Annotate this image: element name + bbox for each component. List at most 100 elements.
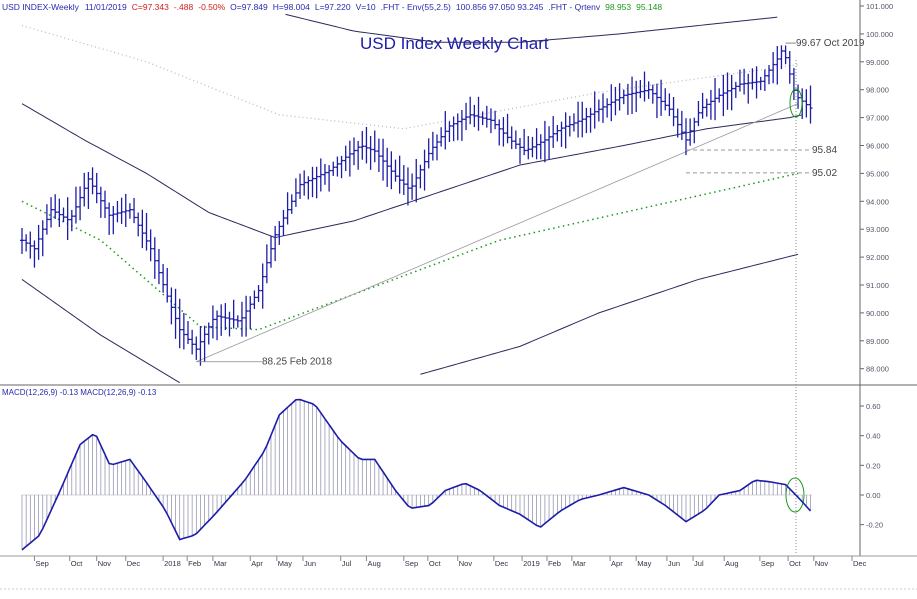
price-bar (551, 116, 556, 148)
price-bar (762, 69, 767, 91)
price-bar (69, 209, 74, 232)
price-bar (625, 83, 630, 115)
price-bar (136, 212, 141, 237)
price-bar (742, 68, 747, 95)
price-bar (596, 99, 601, 122)
price-bar (206, 322, 211, 345)
price-bar (32, 240, 37, 268)
price-bar (659, 79, 664, 116)
x-tick-label: Dec (495, 559, 509, 568)
x-tick-label: Nov (459, 559, 473, 568)
price-bar (613, 86, 618, 116)
y-tick-label: 94.000 (866, 197, 889, 206)
price-bar (605, 98, 610, 118)
price-bar (244, 295, 249, 337)
y-tick-label: 89.000 (866, 337, 889, 346)
price-bar (356, 140, 361, 170)
price-bar (410, 173, 415, 200)
price-bar (675, 108, 680, 138)
price-bar (787, 51, 792, 84)
macd-y-tick-label: 0.60 (866, 402, 881, 411)
price-bar (588, 107, 593, 133)
price-bar (538, 134, 543, 160)
price-bar (634, 80, 639, 113)
price-bar (65, 197, 70, 241)
price-bar (721, 74, 726, 117)
x-tick-label: 2018 (164, 559, 181, 568)
x-tick-label: May (278, 559, 292, 568)
x-tick-label: Aug (725, 559, 738, 568)
y-tick-label: 96.000 (866, 142, 889, 151)
x-tick-label: May (637, 559, 651, 568)
price-bar (654, 83, 659, 119)
price-bar (115, 200, 120, 223)
price-bar (754, 66, 759, 99)
price-bar (94, 172, 99, 204)
price-bar (306, 176, 311, 200)
price-bar (269, 236, 273, 268)
price-bar (103, 190, 107, 219)
price-bar (472, 104, 477, 128)
price-bar (90, 167, 95, 195)
price-bar (123, 193, 128, 228)
price-bar (455, 113, 460, 141)
price-bar (360, 131, 365, 160)
price-bar (522, 128, 527, 156)
x-tick-label: 2019 (523, 559, 540, 568)
price-bar (547, 126, 552, 160)
price-bar (679, 110, 684, 141)
price-bar (78, 186, 83, 221)
price-bar (202, 325, 207, 362)
price-bar (484, 105, 489, 128)
price-bar (509, 126, 514, 150)
price-bar (156, 248, 161, 285)
x-tick-label: Dec (127, 559, 141, 568)
price-bar (339, 155, 344, 179)
price-bar (40, 220, 45, 257)
price-bar (173, 288, 178, 339)
price-bar (289, 194, 294, 214)
price-bar (152, 237, 157, 279)
price-bar (617, 83, 622, 111)
annotation-high: 99.67 Oct 2019 (796, 38, 865, 49)
chart-title: USD Index Weekly Chart (360, 34, 549, 53)
price-bar (621, 89, 626, 105)
price-bar (513, 130, 518, 149)
price-bar (601, 93, 605, 123)
x-tick-label: Jul (694, 559, 704, 568)
price-bar (281, 209, 286, 236)
x-tick-label: Oct (429, 559, 442, 568)
price-bar (459, 109, 464, 141)
price-bar (44, 204, 49, 235)
x-tick-label: Mar (573, 559, 586, 568)
price-bar (277, 221, 282, 245)
price-bar (273, 225, 278, 262)
price-bar (646, 81, 651, 99)
price-bar (260, 263, 265, 309)
price-bar (119, 197, 124, 224)
price-bar (231, 299, 236, 329)
price-bar (542, 120, 547, 163)
price-bar (688, 118, 693, 146)
price-bar (385, 147, 390, 187)
price-bar (347, 140, 352, 177)
macd-line (21, 398, 812, 551)
price-bar (219, 304, 224, 336)
price-bar (584, 107, 589, 134)
price-bar (368, 136, 373, 170)
price-bar (642, 71, 647, 102)
y-tick-label: 91.000 (866, 281, 889, 290)
price-bar (190, 329, 195, 355)
price-bar (638, 79, 643, 99)
price-bar (98, 186, 103, 218)
price-bar (518, 137, 522, 164)
x-tick-label: Nov (815, 559, 829, 568)
price-bar (559, 121, 564, 147)
price-bar (343, 145, 348, 172)
y-tick-label: 88.000 (866, 365, 889, 374)
price-bar (493, 110, 498, 130)
macd-y-tick-label: 0.00 (866, 491, 881, 500)
price-bar (443, 111, 448, 150)
x-tick-label: Sep (761, 559, 774, 568)
